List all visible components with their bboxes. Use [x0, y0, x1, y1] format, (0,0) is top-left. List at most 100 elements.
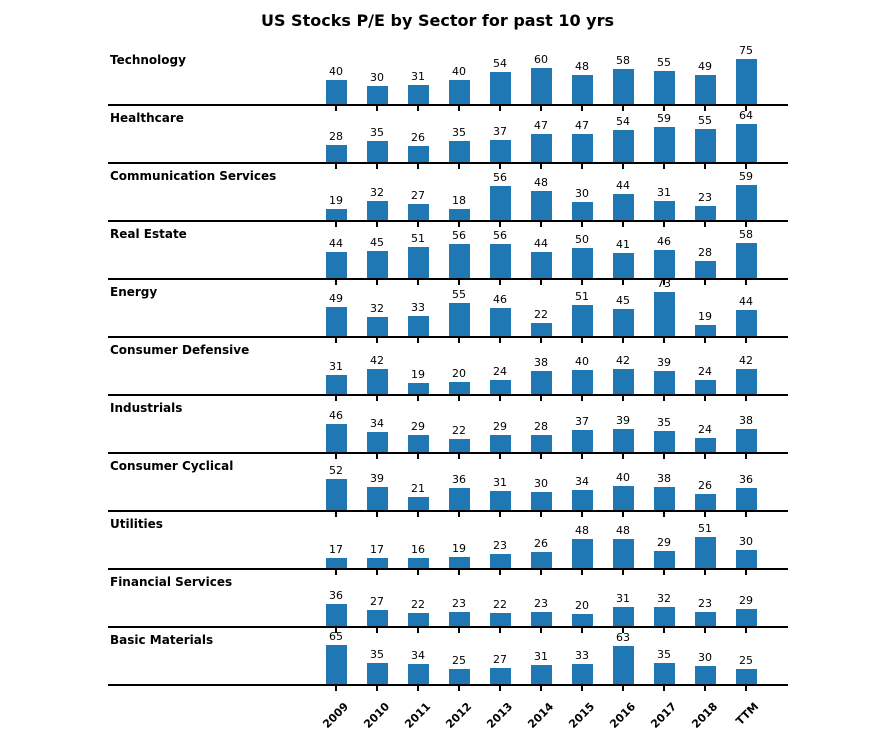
bar-value-label: 31 [616, 592, 630, 605]
bar-value-label: 35 [657, 416, 671, 429]
bar-value-label: 22 [534, 308, 548, 321]
bar [571, 664, 593, 684]
axis-tick [745, 164, 747, 169]
bar [489, 668, 511, 684]
axis-tick [663, 686, 665, 691]
axis-tick [376, 106, 378, 111]
bar-value-label: 24 [493, 365, 507, 378]
bar-value-label: 44 [739, 295, 753, 308]
bar-value-label: 34 [575, 475, 589, 488]
axis-tick [540, 164, 542, 169]
bar-value-label: 22 [452, 424, 466, 437]
bar-value-label: 56 [493, 229, 507, 242]
bar [448, 244, 470, 278]
bar-value-label: 45 [616, 294, 630, 307]
sector-label: Consumer Cyclical [110, 459, 234, 473]
bar-value-label: 37 [493, 125, 507, 138]
axis-tick [663, 222, 665, 227]
bar-value-label: 55 [698, 114, 712, 127]
bar-value-label: 22 [411, 598, 425, 611]
axis-tick [376, 338, 378, 343]
axis-tick [581, 686, 583, 691]
bar-value-label: 36 [452, 473, 466, 486]
axis-tick [458, 106, 460, 111]
bar-value-label: 33 [411, 301, 425, 314]
bar-value-label: 58 [739, 228, 753, 241]
axis-tick [663, 628, 665, 633]
bar-value-label: 28 [698, 246, 712, 259]
bar [489, 308, 511, 336]
bar-value-label: 46 [657, 235, 671, 248]
bar-value-label: 20 [575, 599, 589, 612]
bar [530, 323, 552, 336]
axis-tick [376, 628, 378, 633]
bar-value-label: 32 [657, 592, 671, 605]
bar [735, 550, 757, 568]
axis-tick [417, 570, 419, 575]
bar [325, 424, 347, 452]
bar [325, 645, 347, 684]
bar-value-label: 23 [534, 597, 548, 610]
bar [694, 494, 716, 510]
bar [407, 613, 429, 626]
axis-tick [335, 512, 337, 517]
bar [694, 206, 716, 220]
axis-tick [540, 570, 542, 575]
bar-value-label: 17 [329, 543, 343, 556]
axis-tick [335, 570, 337, 575]
axis-tick [663, 164, 665, 169]
bar-value-label: 34 [370, 417, 384, 430]
axis-tick [540, 222, 542, 227]
axis-tick [663, 570, 665, 575]
axis-tick [581, 454, 583, 459]
bar-value-label: 17 [370, 543, 384, 556]
bar-value-label: 55 [452, 288, 466, 301]
bar [735, 369, 757, 394]
bar-value-label: 48 [575, 60, 589, 73]
axis-tick [335, 454, 337, 459]
bar [366, 558, 388, 568]
bar-value-label: 46 [493, 293, 507, 306]
bar [612, 130, 634, 162]
sector-label: Real Estate [110, 227, 187, 241]
axis-tick [704, 164, 706, 169]
bar [366, 610, 388, 626]
bar-value-label: 35 [452, 126, 466, 139]
axis-tick [540, 628, 542, 633]
bar [612, 253, 634, 278]
bar-value-label: 30 [575, 187, 589, 200]
bar [530, 191, 552, 220]
bar-value-label: 26 [411, 131, 425, 144]
bar-value-label: 23 [698, 597, 712, 610]
axis-tick [499, 686, 501, 691]
axis-tick [581, 106, 583, 111]
bar-value-label: 40 [616, 471, 630, 484]
bar [448, 439, 470, 452]
bar-value-label: 44 [534, 237, 548, 250]
axis-tick [540, 454, 542, 459]
bar-value-label: 23 [493, 539, 507, 552]
axis-tick [458, 570, 460, 575]
axis-tick [622, 280, 624, 285]
axis-tick [704, 686, 706, 691]
axis-tick [581, 570, 583, 575]
bar [325, 558, 347, 568]
bar-value-label: 28 [534, 420, 548, 433]
axis-tick [745, 454, 747, 459]
axis-tick [745, 512, 747, 517]
axis-tick [335, 628, 337, 633]
sector-label: Basic Materials [110, 633, 214, 647]
bar-value-label: 44 [329, 237, 343, 250]
bar [653, 663, 675, 684]
axis-tick [704, 396, 706, 401]
bar [366, 317, 388, 336]
sector-row: Industrials 46 34 29 22 29 28 37 39 35 24 38 [108, 396, 788, 459]
bar-value-label: 48 [534, 176, 548, 189]
bar [571, 430, 593, 452]
bar [694, 261, 716, 278]
bar [407, 146, 429, 162]
axis-tick [622, 686, 624, 691]
bar-value-label: 54 [493, 57, 507, 70]
axis-tick [458, 396, 460, 401]
axis-tick [499, 280, 501, 285]
